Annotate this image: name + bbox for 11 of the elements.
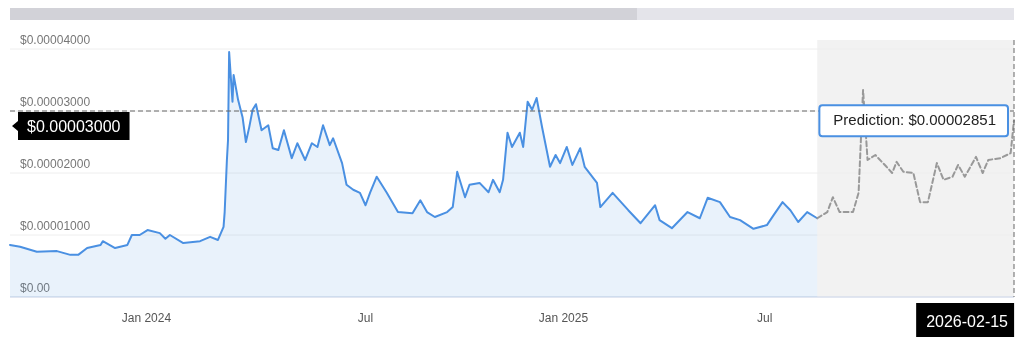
y-tick-label: $0.00001000: [20, 219, 91, 233]
y-tick-label: $0.00002000: [20, 157, 91, 171]
ref-line-label: 2026-02-15: [926, 313, 1009, 330]
x-tick-label: Jan 2024: [121, 311, 172, 325]
y-tick-label: $0.00: [20, 281, 51, 295]
annotation: Prediction: $0.00002851: [833, 111, 996, 129]
y-tick-label: $0.00004000: [20, 33, 91, 47]
x-tick-label: Jul: [357, 311, 374, 325]
x-tick-label: Jul: [757, 311, 773, 325]
y-tick-label: $0.00003000: [20, 95, 91, 109]
x-tick-label: Jan 2025: [538, 311, 589, 325]
